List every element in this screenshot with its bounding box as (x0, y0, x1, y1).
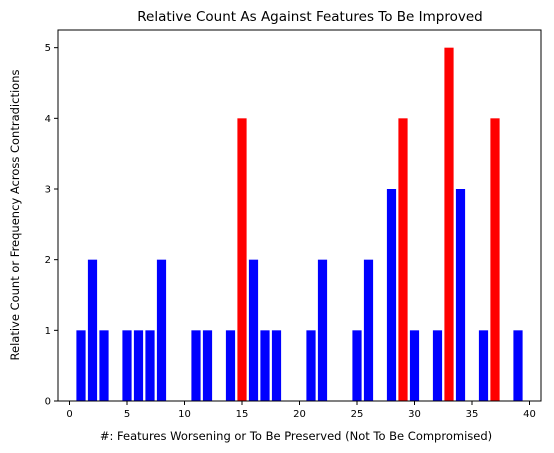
y-tick-label: 4 (45, 114, 51, 125)
bar-x-36 (478, 330, 489, 401)
bar-x-8 (156, 259, 167, 401)
y-tick-label: 3 (45, 185, 51, 196)
bar-x-5 (122, 330, 132, 401)
bar-x-37 (490, 118, 500, 401)
y-axis: 0 1 2 3 4 5 (45, 43, 58, 408)
chart-title: Relative Count As Against Features To Be… (137, 9, 482, 25)
bar-x-30 (409, 330, 420, 401)
bar-x-34 (455, 189, 466, 401)
bar-x-39 (513, 330, 523, 401)
bar-x-7 (145, 330, 155, 401)
x-tick-label: 25 (351, 409, 364, 420)
y-tick-label: 5 (45, 43, 51, 54)
x-tick-label: 20 (293, 409, 306, 420)
bar-x-16 (248, 259, 259, 401)
bar-x-32 (432, 330, 443, 401)
x-tick-label: 10 (178, 409, 191, 420)
bar-x-12 (202, 330, 213, 401)
x-tick-label: 40 (523, 409, 536, 420)
bar-x-18 (271, 330, 282, 401)
bar-x-17 (260, 330, 270, 401)
bar-x-22 (317, 259, 328, 401)
bar-x-2 (87, 259, 98, 401)
bar-x-25 (352, 330, 362, 401)
x-tick-label: 0 (66, 409, 72, 420)
bar-x-11 (191, 330, 201, 401)
bar-x-28 (386, 189, 397, 401)
x-tick-label: 30 (408, 409, 421, 420)
x-tick-label: 15 (236, 409, 249, 420)
bar-x-6 (133, 330, 144, 401)
bar-x-1 (76, 330, 86, 401)
bar-x-15 (237, 118, 247, 401)
bars-group (76, 47, 523, 402)
bar-x-21 (306, 330, 316, 401)
bar-x-33 (444, 47, 454, 402)
x-axis-label: #: Features Worsening or To Be Preserved… (100, 429, 492, 443)
bar-x-14 (225, 330, 236, 401)
y-tick-label: 2 (45, 255, 51, 266)
bar-x-3 (99, 330, 109, 401)
y-tick-label: 1 (45, 326, 51, 337)
y-tick-label: 0 (45, 397, 51, 408)
x-tick-label: 5 (124, 409, 130, 420)
bar-x-26 (363, 259, 374, 401)
bar-x-29 (398, 118, 408, 401)
x-axis: 0 5 10 15 20 25 30 35 40 (66, 401, 536, 420)
y-axis-label: Relative Count or Frequency Across Contr… (8, 70, 22, 361)
x-tick-label: 35 (466, 409, 479, 420)
